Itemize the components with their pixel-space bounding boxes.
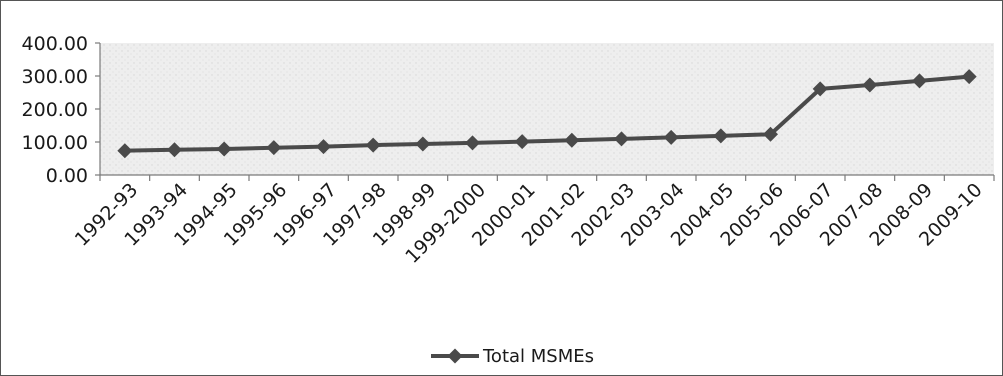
data-point	[316, 139, 331, 155]
data-point	[117, 143, 133, 159]
series-line	[124, 74, 970, 153]
data-point	[216, 141, 232, 157]
legend: Total MSMEs	[431, 346, 594, 367]
data-point	[167, 142, 182, 158]
data-point	[763, 126, 778, 142]
data-point	[912, 73, 927, 89]
data-point	[415, 136, 431, 152]
data-point	[614, 131, 629, 147]
y-axis: 0.00 100.00 200.00 300.00 400.00	[22, 33, 101, 187]
data-point	[365, 137, 381, 153]
data-point	[266, 140, 282, 156]
data-point	[514, 134, 530, 150]
data-point	[862, 77, 878, 93]
y-tick-label: 100.00	[22, 132, 88, 154]
data-point	[465, 135, 480, 151]
plot-area	[100, 43, 994, 175]
data-point	[663, 129, 679, 145]
data-point	[961, 69, 977, 85]
data-point	[713, 128, 729, 144]
y-tick-label: 300.00	[22, 66, 88, 88]
series-total-msmes	[117, 69, 977, 159]
y-tick-label: 0.00	[46, 165, 88, 187]
x-axis: 1992-931993-941994-951995-961996-971997-…	[71, 174, 995, 268]
legend-label: Total MSMEs	[482, 346, 594, 367]
data-point	[812, 81, 828, 97]
y-tick-label: 200.00	[22, 99, 88, 121]
data-point	[564, 132, 580, 148]
legend-diamond-icon	[447, 348, 463, 364]
y-tick-label: 400.00	[22, 33, 88, 55]
